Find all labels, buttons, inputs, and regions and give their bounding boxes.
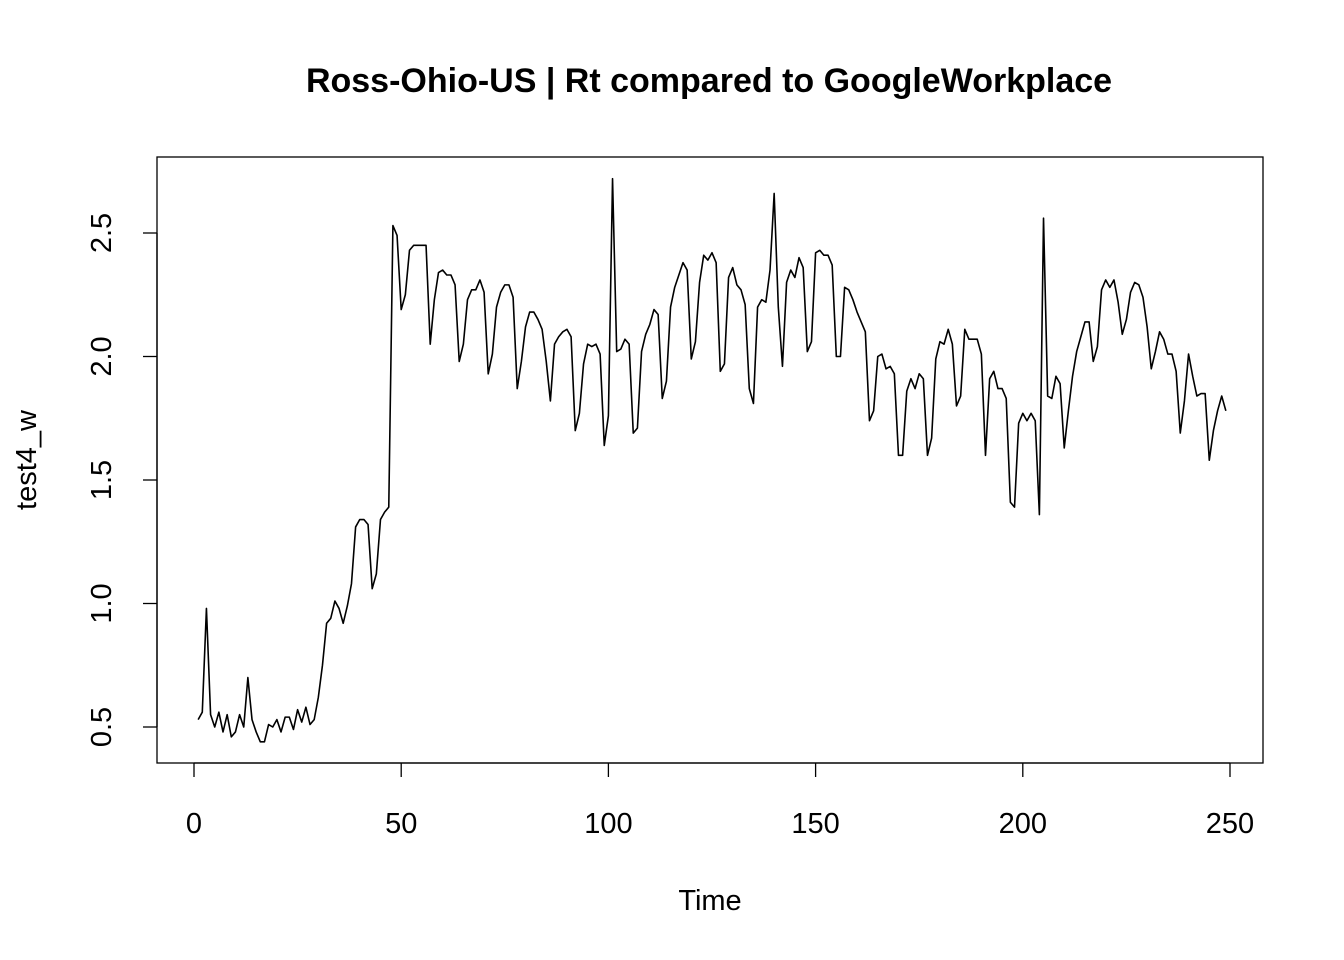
x-tick-label: 0 xyxy=(186,808,202,840)
x-tick-label: 150 xyxy=(791,808,839,840)
plot-area-border xyxy=(156,156,1264,764)
x-axis-label: Time xyxy=(678,885,741,917)
x-tick-label: 100 xyxy=(584,808,632,840)
y-axis: 0.5 1.0 1.5 2.0 2.5 xyxy=(86,213,158,747)
series-line xyxy=(197,177,1227,743)
y-tick-label: 2.5 xyxy=(86,213,118,253)
x-tick-label: 250 xyxy=(1206,808,1254,840)
y-axis-label: test4_w xyxy=(11,409,43,510)
x-tick-label: 50 xyxy=(385,808,417,840)
y-tick-label: 0.5 xyxy=(86,707,118,747)
x-tick-label: 200 xyxy=(999,808,1047,840)
y-tick-label: 2.0 xyxy=(86,336,118,376)
y-tick-label: 1.0 xyxy=(86,583,118,623)
chart-title: Ross-Ohio-US | Rt compared to GoogleWork… xyxy=(306,62,1112,100)
y-tick-label: 1.5 xyxy=(86,460,118,500)
x-axis: 0 50 100 150 200 250 xyxy=(186,762,1254,840)
